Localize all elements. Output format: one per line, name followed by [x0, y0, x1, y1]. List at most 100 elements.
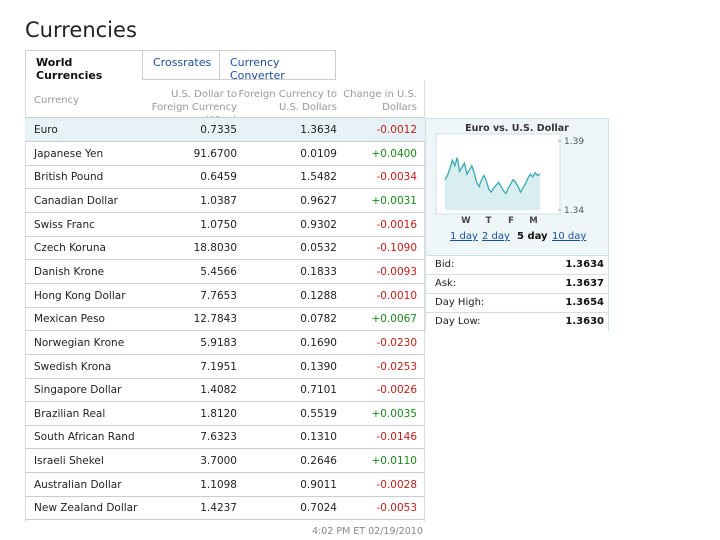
rate-cell: 0.1690 [300, 336, 337, 349]
table-row: British Pound 0.6459 1.5482 -0.0034 [25, 165, 425, 190]
column-header: Currency [34, 95, 80, 106]
rate-cell: 0.1833 [300, 265, 337, 278]
table-row: Mexican Peso 12.7843 0.0782 +0.0067 [25, 307, 425, 332]
tab[interactable]: Currency Converter [220, 50, 336, 82]
table-row: Danish Krone 5.4566 0.1833 -0.0093 [25, 260, 425, 284]
stat-label: Bid: [435, 259, 455, 270]
currency-name: Norwegian Krone [34, 336, 125, 349]
rate-cell: 0.0109 [300, 147, 337, 160]
rate-cell: +0.0035 [371, 407, 417, 420]
stat-row: Day Low: 1.3630 [426, 312, 608, 331]
rate-cell: 0.7024 [300, 502, 337, 515]
table-row: Singapore Dollar 1.4082 0.7101 -0.0026 [25, 378, 425, 403]
header-rule [25, 117, 425, 118]
rate-cell: 0.0532 [300, 242, 337, 255]
rate-cell: 0.1288 [300, 289, 337, 302]
stat-value: 1.3630 [565, 316, 604, 327]
rate-cell: 0.6459 [200, 171, 237, 184]
table-row: Hong Kong Dollar 7.7653 0.1288 -0.0010 [25, 284, 425, 308]
rate-cell: +0.0400 [371, 147, 417, 160]
rate-cell: -0.0028 [376, 478, 417, 491]
stat-row: Bid: 1.3634 [426, 255, 608, 274]
rate-cell: 0.5519 [300, 407, 337, 420]
column-header: Change in U.S. Dollars [343, 89, 417, 113]
rate-cell: 0.1310 [300, 431, 337, 444]
range-link[interactable]: 1 day [450, 231, 478, 242]
rate-cell: -0.0026 [376, 384, 417, 397]
rate-cell: +0.0067 [371, 313, 417, 326]
table-row: Swiss Franc 1.0750 0.9302 -0.0016 [25, 213, 425, 237]
range-link[interactable]: 10 day [552, 231, 587, 242]
currency-name: Israeli Shekel [34, 455, 104, 468]
rate-cell: 1.0750 [200, 218, 237, 231]
currency-name: Czech Koruna [34, 242, 106, 255]
currency-name: British Pound [34, 171, 104, 184]
table-row: Brazilian Real 1.8120 0.5519 +0.0035 [25, 402, 425, 426]
rate-cell: 1.3634 [300, 124, 337, 136]
rate-cell: -0.1090 [376, 242, 417, 255]
rate-cell: -0.0253 [376, 360, 417, 373]
table-row: Czech Koruna 18.8030 0.0532 -0.1090 [25, 236, 425, 261]
rate-cell: -0.0146 [376, 431, 417, 444]
column-header: Foreign Currency to U.S. Dollars [238, 89, 337, 113]
rate-cell: 18.8030 [193, 242, 237, 255]
currency-table [25, 80, 425, 522]
rate-cell: 0.7101 [300, 384, 337, 397]
table-row: Swedish Krona 7.1951 0.1390 -0.0253 [25, 355, 425, 379]
currency-name: Singapore Dollar [34, 384, 122, 397]
stat-value: 1.3634 [565, 259, 604, 270]
table-row: Japanese Yen 91.6700 0.0109 +0.0400 [25, 142, 425, 166]
stat-row: Ask: 1.3637 [426, 274, 608, 293]
rate-cell: 1.4082 [200, 384, 237, 397]
rate-cell: -0.0053 [376, 502, 417, 515]
stat-row: Day High: 1.3654 [426, 293, 608, 312]
stat-label: Ask: [435, 278, 457, 289]
currency-name: Euro [34, 124, 58, 136]
rate-cell: 3.7000 [200, 455, 237, 468]
table-row: Euro 0.7335 1.3634 -0.0012 [25, 118, 425, 142]
range-link[interactable]: 2 day [482, 231, 510, 242]
table-row: Canadian Dollar 1.0387 0.9627 +0.0031 [25, 189, 425, 213]
timestamp: 4:02 PM ET 02/19/2010 [312, 526, 423, 537]
stat-label: Day High: [435, 297, 485, 308]
rate-cell: 5.9183 [200, 336, 237, 349]
rate-cell: -0.0012 [376, 124, 417, 136]
rate-cell: -0.0230 [376, 336, 417, 349]
table-row: South African Rand 7.6323 0.1310 -0.0146 [25, 425, 425, 450]
rate-cell: 12.7843 [193, 313, 237, 326]
rate-cell: 0.9627 [300, 194, 337, 207]
currency-name: Mexican Peso [34, 313, 105, 326]
rate-cell: 0.0782 [300, 313, 337, 326]
tab[interactable]: World Currencies [25, 50, 143, 82]
rate-cell: 0.1390 [300, 360, 337, 373]
rate-cell: -0.0016 [376, 218, 417, 231]
page-title: Currencies [25, 18, 137, 42]
rate-cell: 1.0387 [200, 194, 237, 207]
rate-cell: 91.6700 [193, 147, 237, 160]
table-row: Israeli Shekel 3.7000 0.2646 +0.0110 [25, 449, 425, 474]
currency-name: Canadian Dollar [34, 194, 118, 207]
currency-name: Japanese Yen [34, 147, 104, 160]
table-row: Australian Dollar 1.1098 0.9011 -0.0028 [25, 473, 425, 497]
tab[interactable]: Crossrates [143, 50, 220, 80]
stat-value: 1.3654 [565, 297, 604, 308]
rate-cell: 1.4237 [200, 502, 237, 515]
currency-name: Swedish Krona [34, 360, 112, 373]
table-row: Norwegian Krone 5.9183 0.1690 -0.0230 [25, 331, 425, 355]
range-link[interactable]: 5 day [517, 231, 548, 242]
currency-name: Hong Kong Dollar [34, 289, 126, 302]
rate-cell: 0.2646 [300, 455, 337, 468]
rate-cell: -0.0093 [376, 265, 417, 278]
rate-cell: -0.0034 [376, 171, 417, 184]
rate-cell: 7.1951 [200, 360, 237, 373]
currency-name: Swiss Franc [34, 218, 95, 231]
currency-name: South African Rand [34, 431, 135, 444]
currency-name: New Zealand Dollar [34, 502, 138, 515]
currency-name: Australian Dollar [34, 478, 122, 491]
currency-name: Danish Krone [34, 265, 105, 278]
rate-cell: 5.4566 [200, 265, 237, 278]
rate-cell: 0.9011 [300, 478, 337, 491]
stat-label: Day Low: [435, 316, 481, 327]
rate-cell: +0.0110 [371, 455, 417, 468]
